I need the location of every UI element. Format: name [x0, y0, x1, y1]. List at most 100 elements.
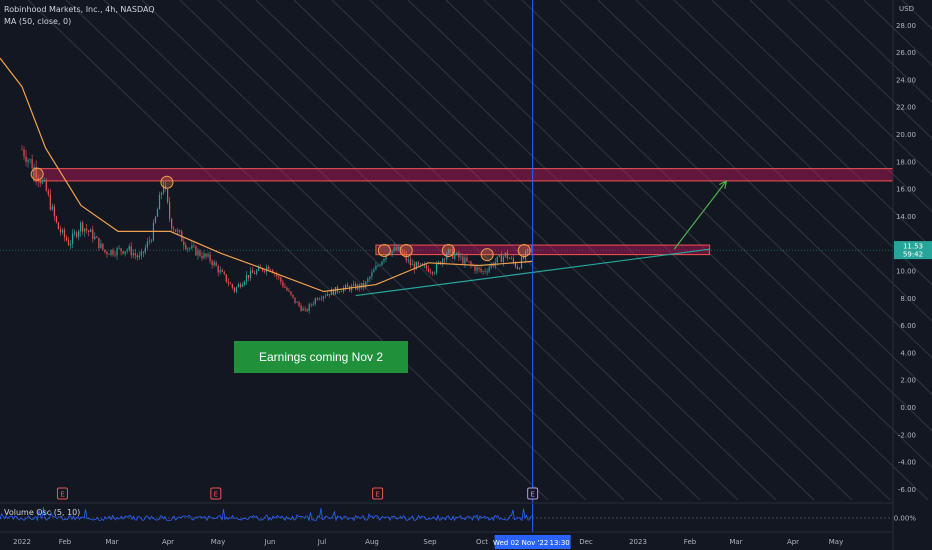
candle — [162, 185, 165, 193]
symbol-title[interactable]: Robinhood Markets, Inc., 4h, NASDAQ — [4, 5, 155, 14]
x-tick-label: May — [211, 538, 225, 546]
candle — [262, 268, 264, 271]
ma-legend[interactable]: MA (50, close, 0) — [4, 17, 72, 26]
candle — [334, 286, 337, 295]
candle — [417, 262, 419, 265]
touch-point-marker — [160, 175, 174, 189]
candle — [413, 263, 415, 270]
candle — [302, 308, 304, 311]
candle — [23, 149, 25, 157]
candle — [37, 177, 39, 181]
candle — [476, 267, 478, 271]
candle — [92, 229, 94, 240]
candle — [106, 251, 108, 255]
x-tick-label: Jul — [317, 538, 327, 546]
candle — [237, 284, 239, 288]
candle — [510, 258, 513, 259]
candle — [308, 304, 310, 311]
candle — [340, 291, 343, 293]
resistance-zone — [375, 244, 711, 256]
candle — [442, 258, 444, 265]
candle — [478, 267, 480, 269]
candle — [401, 251, 403, 253]
candle — [294, 297, 296, 303]
candle — [324, 295, 326, 297]
earnings-callout[interactable]: Earnings coming Nov 2 — [234, 341, 408, 373]
candle — [373, 269, 375, 273]
candle — [306, 309, 308, 311]
bar-countdown: 59:42 — [903, 251, 923, 259]
candle — [197, 250, 199, 256]
candle — [268, 266, 270, 270]
candle — [492, 263, 494, 267]
candle — [175, 229, 177, 232]
x-tick-label: Mar — [729, 538, 742, 546]
x-tick-label: 2023 — [629, 538, 647, 546]
candle — [84, 228, 86, 232]
candle — [193, 245, 195, 247]
candle — [55, 216, 57, 223]
candle — [429, 271, 432, 273]
candle — [71, 233, 74, 244]
candle — [322, 296, 324, 299]
earnings-marker: E — [372, 487, 384, 500]
current-price-value: 11.53 — [903, 243, 923, 251]
x-tick-label: Jun — [264, 538, 276, 546]
candle — [88, 230, 90, 233]
candle — [425, 264, 428, 269]
candle — [379, 265, 381, 266]
candle — [51, 206, 53, 210]
candle — [385, 254, 387, 260]
candle — [209, 254, 211, 262]
candle — [312, 303, 314, 305]
candle — [100, 243, 102, 249]
candle — [207, 254, 209, 257]
candle — [383, 259, 385, 262]
touch-point-marker — [441, 244, 455, 258]
candle — [450, 249, 452, 250]
candle — [150, 240, 153, 242]
candle — [128, 246, 130, 250]
current-price-tag — [894, 241, 932, 260]
x-tick-label: Sep — [423, 538, 437, 546]
pattern-line — [787, 0, 932, 140]
candle — [94, 236, 96, 240]
candle — [276, 273, 278, 277]
candle — [286, 287, 288, 291]
x-tick-label: Feb — [684, 538, 697, 546]
candle — [363, 283, 365, 288]
candle — [342, 287, 345, 292]
candle — [377, 265, 379, 267]
candle — [116, 248, 118, 256]
candle — [25, 156, 27, 162]
candle — [367, 278, 369, 282]
candle — [201, 255, 203, 259]
candle — [504, 252, 506, 257]
x-tick-label: Aug — [365, 538, 379, 546]
candle — [409, 259, 411, 266]
candle — [108, 254, 110, 255]
pattern-line — [407, 0, 929, 501]
candle — [67, 240, 70, 246]
candle — [486, 271, 488, 273]
candle — [140, 251, 142, 256]
candle — [480, 268, 482, 272]
candle — [243, 281, 246, 285]
candle — [407, 259, 409, 261]
projection-arrow — [673, 180, 727, 250]
candle — [96, 236, 98, 238]
candle — [158, 194, 161, 210]
candle — [219, 270, 221, 273]
candle — [61, 229, 64, 233]
candle — [134, 253, 136, 256]
pattern-line — [65, 0, 587, 501]
candle — [488, 267, 490, 272]
candles — [21, 145, 533, 314]
volume-osc-legend[interactable]: Volume Osc (5, 10) — [4, 508, 81, 517]
candle — [245, 274, 248, 282]
crosshair-clock-label: 13:30 — [550, 539, 570, 547]
earnings-marker-box — [372, 487, 384, 500]
candle — [146, 241, 148, 248]
candle — [171, 218, 173, 229]
